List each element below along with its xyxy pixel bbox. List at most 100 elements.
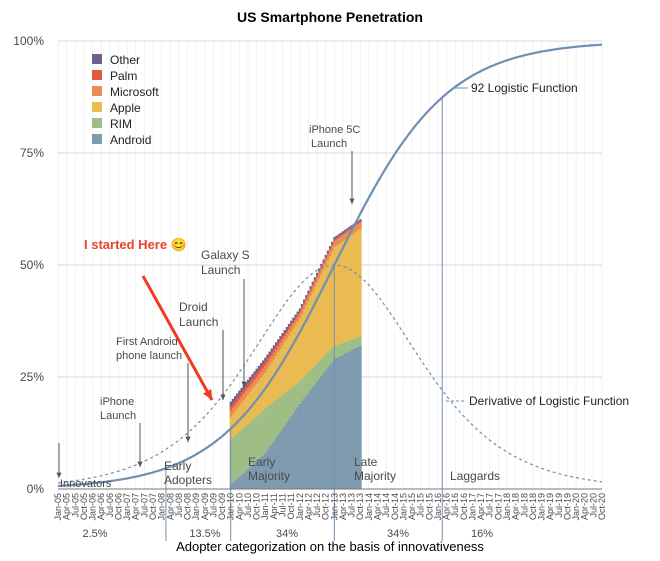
bar-segment-microsoft [287, 329, 291, 336]
bar-segment-android [281, 428, 284, 489]
bar-segment-palm [270, 351, 274, 356]
bar-segment-palm [344, 231, 347, 234]
legend-label-microsoft: Microsoft [110, 85, 159, 99]
bar-segment-other [290, 320, 293, 324]
bar-segment-palm [333, 239, 336, 242]
bar-segment-palm [242, 389, 246, 394]
bar-segment-apple [307, 300, 310, 373]
bar-segment-microsoft [356, 224, 360, 231]
bar-segment-android [331, 361, 334, 489]
bar-segment-microsoft [344, 233, 347, 240]
bar-segment-palm [257, 369, 261, 375]
x-tick-label: Apr-06 [96, 493, 106, 520]
bar-segment-android [272, 440, 276, 489]
bar-segment-rim [259, 412, 263, 458]
bar-segment-rim [354, 338, 358, 348]
bar-segment-android [344, 353, 347, 489]
bar-segment-android [337, 356, 341, 489]
x-tick-label: Apr-18 [511, 493, 521, 520]
bar-segment-android [296, 406, 300, 489]
bar-segment-palm [298, 311, 302, 314]
iphone-arrow-head [137, 461, 143, 467]
bar-segment-other [277, 339, 280, 343]
bar-segment-palm [300, 306, 304, 309]
bar-segment-microsoft [249, 385, 252, 393]
x-tick-label: Jul-18 [519, 493, 529, 518]
bar-segment-other [346, 228, 349, 231]
bar-segment-other [305, 295, 308, 298]
bar-segment-rim [344, 341, 347, 354]
x-tick-label: Oct-15 [424, 493, 434, 520]
bar-segment-microsoft [229, 410, 233, 418]
bar-segment-rim [257, 414, 261, 460]
bar-segment-other [296, 311, 300, 315]
bar-segment-other [303, 299, 306, 303]
bar-segment-palm [285, 329, 289, 334]
bar-segment-android [240, 474, 243, 489]
bar-segment-palm [305, 297, 308, 300]
bar-segment-microsoft [240, 396, 243, 404]
bar-segment-rim [313, 365, 317, 385]
x-tick-label: Oct-08 [183, 493, 193, 520]
bar-segment-apple [296, 322, 300, 384]
x-tick-label: Jan-16 [433, 493, 443, 521]
stacked-area-bars [229, 219, 362, 489]
bar-segment-microsoft [303, 304, 306, 310]
bar-segment-microsoft [298, 313, 302, 319]
y-tick-label: 100% [13, 34, 44, 48]
bar-segment-palm [246, 383, 250, 389]
bar-segment-palm [231, 403, 235, 408]
bar-segment-android [236, 478, 239, 489]
droid-label-1: Droid [179, 300, 208, 314]
bar-segment-palm [341, 233, 345, 235]
iphone-label-2: Launch [100, 410, 136, 422]
bar-segment-other [229, 401, 233, 407]
bar-segment-rim [249, 422, 252, 467]
x-tick-label: Apr-13 [338, 493, 348, 520]
bar-segment-palm [272, 348, 276, 353]
bar-segment-microsoft [324, 259, 328, 265]
bar-segment-palm [322, 261, 326, 264]
bar-segment-android [270, 443, 274, 489]
innovators-label: Innovators [60, 478, 112, 490]
bar-segment-rim [305, 374, 308, 396]
bar-segment-apple [331, 251, 334, 348]
bar-segment-android [311, 387, 315, 489]
bar-segment-rim [272, 401, 276, 441]
legend-label-apple: Apple [110, 101, 141, 115]
late-majority-label-2: Majority [354, 469, 396, 483]
bar-segment-other [292, 317, 295, 321]
galaxy-label-1: Galaxy S [201, 248, 250, 262]
bar-segment-other [326, 250, 330, 253]
bar-segment-other [264, 357, 267, 362]
bar-segment-apple [359, 229, 362, 337]
bar-segment-apple [315, 282, 319, 364]
x-tick-label: Jan-18 [502, 493, 512, 521]
bar-segment-rim [285, 391, 289, 423]
bar-segment-android [279, 431, 282, 489]
bar-segment-other [246, 379, 250, 384]
x-tick-label: Oct-17 [493, 493, 503, 520]
bar-segment-palm [348, 228, 351, 231]
bar-segment-palm [287, 326, 291, 330]
started-here-arrow-head [203, 389, 212, 400]
bar-segment-android [346, 352, 349, 489]
bar-segment-android [315, 381, 319, 489]
innovators-arrow-head [56, 472, 62, 478]
bar-segment-palm [335, 237, 338, 240]
started-here-label: I started Here 😊 [84, 237, 187, 252]
x-tick-label: Jan-09 [191, 493, 201, 521]
bar-segment-other [335, 235, 338, 238]
bar-segment-palm [233, 400, 237, 405]
iphone5c-label-2: Launch [311, 138, 347, 150]
bar-segment-apple [270, 362, 274, 404]
bar-segment-rim [236, 433, 239, 479]
bar-segment-android [303, 398, 306, 489]
bar-segment-palm [307, 293, 310, 296]
bar-segment-other [270, 348, 274, 352]
bar-segment-palm [303, 302, 306, 305]
bar-segment-microsoft [246, 388, 250, 395]
bar-segment-android [328, 364, 332, 489]
bar-segment-android [257, 459, 261, 489]
